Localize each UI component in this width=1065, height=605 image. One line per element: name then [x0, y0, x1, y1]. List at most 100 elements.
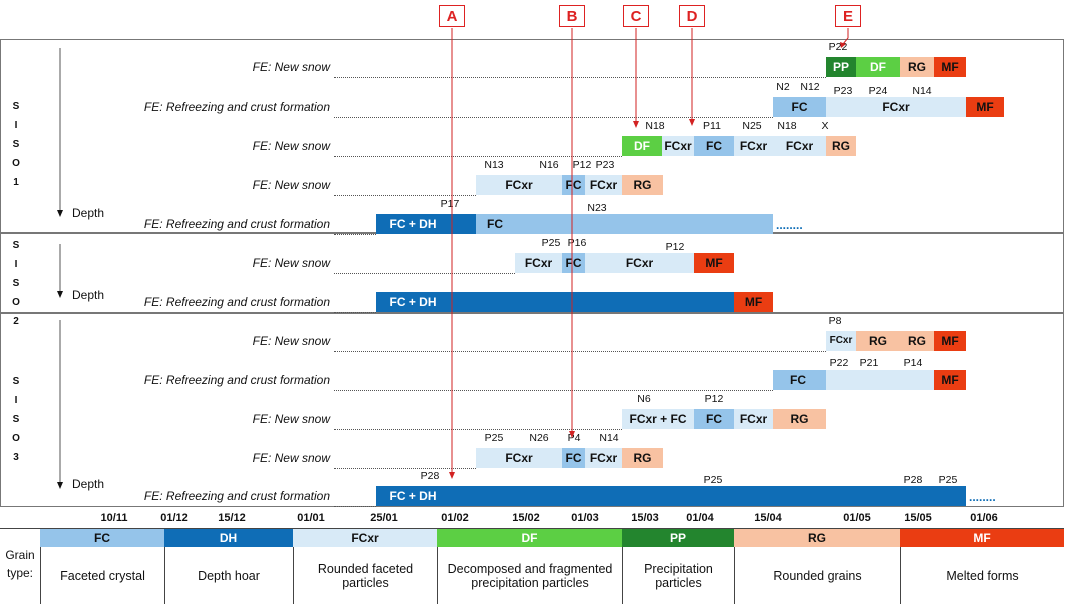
event-annotation-r5-1: N23	[587, 202, 607, 214]
bar-dh-r5-s1	[376, 214, 476, 234]
bar-rg-r10-s4	[773, 409, 826, 429]
bar-mf-r8-s4	[934, 331, 966, 351]
event-annotation-r9-2: P21	[859, 357, 879, 369]
row-leader-3	[334, 156, 622, 157]
event-label-r12-s1: P28	[420, 470, 440, 482]
bar-label-r8-s1: FCxr	[829, 335, 853, 346]
bar-fcxr-r11-s1	[476, 448, 562, 468]
bar-rg-r11-s4	[622, 448, 663, 468]
event-label-r2-s2: N12	[800, 81, 820, 93]
bar-dh-r7-s1	[376, 292, 734, 312]
bar-pp-r1-s1	[826, 57, 856, 77]
date-tick-9: 15/03	[631, 512, 659, 524]
row-label-3: FE: New snow	[252, 139, 330, 153]
bar-rg-r3-s6	[826, 136, 856, 156]
bar-label-r6-s4: MF	[705, 256, 723, 270]
bar-label-r1-s2: DF	[870, 60, 886, 74]
date-tick-2: 01/12	[160, 512, 188, 524]
event-annotation-r2-1: P23	[833, 85, 853, 97]
bar-fcxr-r4-s3	[585, 175, 622, 195]
bar-label-r4-s4: RG	[633, 178, 652, 192]
marker-e-line	[842, 28, 849, 45]
marker-e-head	[840, 42, 846, 48]
bar-mf-r9-s3	[934, 370, 966, 390]
row-leader-6	[334, 273, 515, 274]
bar-fcxr-r10-s3	[734, 409, 773, 429]
legend-code-fc: FC	[40, 529, 164, 547]
event-annotation-r12-1: P25	[703, 474, 723, 486]
row-label-11: FE: New snow	[252, 451, 330, 465]
bar-label-r8-s3: RG	[908, 334, 926, 348]
bar-label-r10-s4: RG	[790, 412, 809, 426]
bar-label-r9-s3: MF	[941, 373, 959, 387]
row-leader-1	[334, 77, 826, 78]
marker-d: D	[679, 5, 705, 27]
bar-df-r3-s1	[622, 136, 662, 156]
date-tick-8: 01/03	[571, 512, 599, 524]
bar-label-r10-s3: FCxr	[739, 412, 768, 426]
event-label-r11-s1: P25	[484, 432, 504, 444]
bar-label-r1-s3: RG	[908, 60, 926, 74]
bar-rg-r4-s4	[622, 175, 663, 195]
marker-d-head	[689, 119, 695, 126]
event-label-r8-s1: P8	[828, 315, 842, 327]
marker-b: B	[559, 5, 585, 27]
row-label-9: FE: Refreezing and crust formation	[143, 373, 330, 387]
legend-code-mf: MF	[900, 529, 1064, 547]
bar-label-r2-s3: MF	[976, 100, 994, 114]
bar-fcxr-r3-s4	[734, 136, 773, 156]
event-annotation-r2-2: P24	[868, 85, 888, 97]
date-tick-7: 15/02	[512, 512, 540, 524]
event-annotation-r9-3: P14	[903, 357, 923, 369]
depth-label-siso2: Depth	[72, 288, 105, 302]
legend-code-fcxr: FCxr	[293, 529, 437, 547]
bar-label-r2-s2: FCxr	[882, 100, 910, 114]
bar-label-r7-s1: FC + DH	[389, 295, 437, 309]
bar-label-r2-s1: FC	[791, 100, 808, 114]
event-label-r3-s6: X	[821, 120, 829, 132]
site-label-siso2: S I S O 2	[12, 240, 20, 327]
row-label-4: FE: New snow	[252, 178, 330, 192]
date-tick-11: 15/04	[754, 512, 782, 524]
bar-dh-r12-s1	[376, 486, 966, 506]
event-label-r5-s2: P17	[440, 198, 460, 210]
bar-label-r11-s3: FCxr	[589, 451, 618, 465]
event-label-r6-s1: P25	[541, 237, 561, 249]
legend-code-rg: RG	[734, 529, 900, 547]
bar-rg-r8-s3	[900, 331, 934, 351]
bar-label-r3-s6: RG	[832, 139, 850, 153]
row-leader-12	[334, 506, 376, 507]
bar-fc-r5-s2	[476, 214, 773, 234]
bar-label-r11-s2: FC	[565, 451, 582, 465]
bar-label-r12-s1: FC + DH	[389, 489, 437, 503]
legend-desc-fc: Faceted crystal	[40, 547, 164, 604]
event-label-r4-s1: N13	[484, 159, 504, 171]
legend-title: Grain type:	[5, 548, 35, 580]
bar-fcxr-r6-s3	[585, 253, 694, 273]
event-label-r4-s2: N16	[539, 159, 559, 171]
bar-label-r6-s1: FCxr	[524, 256, 553, 270]
site-label-siso3: S I S O 3	[12, 376, 20, 463]
marker-e: E	[835, 5, 861, 27]
event-annotation-r6-1: P12	[665, 241, 685, 253]
bar-label-r10-s1: FCxr + FC	[629, 412, 687, 426]
bar-label-r4-s3: FCxr	[589, 178, 618, 192]
bar-label-r3-s5: FCxr	[785, 139, 814, 153]
bar-label-r1-s4: MF	[941, 60, 959, 74]
event-annotation-r2-3: N14	[912, 85, 932, 97]
marker-b-head	[569, 431, 575, 438]
event-label-r4-s3: P12	[572, 159, 592, 171]
bar-fc-r9-s1	[773, 370, 826, 390]
bar-rg-r1-s3	[900, 57, 934, 77]
bar-fcxr-r4-s1	[476, 175, 562, 195]
row-label-1: FE: New snow	[252, 60, 330, 74]
depth-label-siso3: Depth	[72, 477, 105, 491]
bar-label-r9-s1: FC	[790, 373, 806, 387]
bar-fcxr-r3-s2	[662, 136, 694, 156]
bar-label-r11-s1: FCxr	[505, 451, 533, 465]
event-annotation-r9-1: P22	[829, 357, 849, 369]
bar-fc-r4-s2	[562, 175, 585, 195]
event-annotation-r12-2: P28	[903, 474, 923, 486]
date-tick-10: 01/04	[686, 512, 714, 524]
